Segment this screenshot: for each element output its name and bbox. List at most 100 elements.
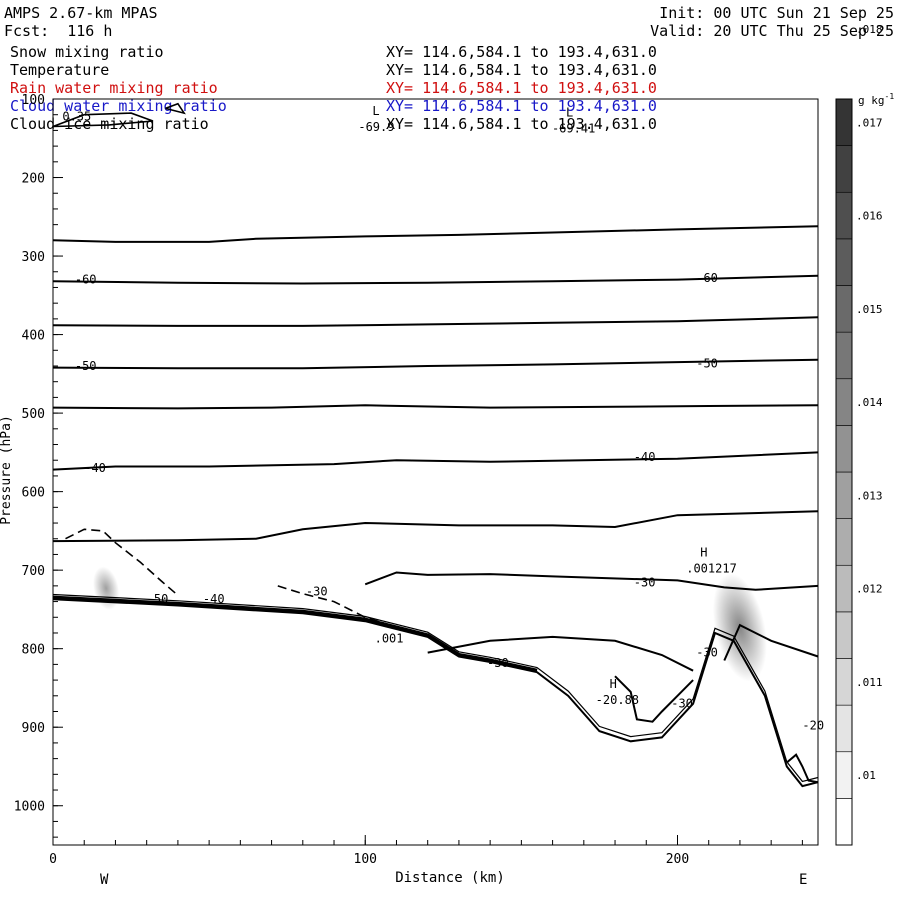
y-tick-label: 400 (22, 329, 45, 344)
colorbar-swatch (835, 564, 853, 613)
temperature-contour (427, 635, 694, 672)
temperature-contour (52, 358, 819, 370)
y-axis-label: Pressure (hPa) (0, 415, 14, 525)
x-axis-label: Distance (km) (395, 870, 505, 886)
axes-layer: 0 100 200 100 200 300 400 500 600 700 800 900 1000 (14, 93, 803, 867)
temperature-contour (52, 274, 819, 285)
contour-label: -30 (634, 576, 656, 590)
field-name-temperature: Temperature (10, 61, 110, 79)
colorbar-swatch (835, 611, 853, 659)
field-name-rain: Rain water mixing ratio (10, 79, 218, 97)
colorbar-unit-base: g kg (858, 94, 885, 107)
colorbar-swatch (835, 471, 853, 519)
colorbar-unit-exponent: -1 (885, 92, 895, 101)
contour-label: -20 (802, 719, 824, 733)
terrain-outline-thick (52, 595, 538, 673)
contour-label: -50 (696, 357, 718, 371)
x-tick-label: 100 (354, 852, 377, 867)
contour-label: -30 (671, 697, 693, 711)
colorbar-swatch (835, 704, 853, 753)
temperature-contour (52, 510, 819, 543)
x-tick-label: 0 (49, 852, 57, 867)
snow-contour-layer (65, 528, 391, 626)
extremum-value: -20.88 (596, 693, 639, 707)
colorbar-swatch (835, 145, 853, 193)
contour-label: -40 (634, 450, 656, 464)
colorbar-label: .018 (856, 23, 883, 36)
temperature-contour (52, 404, 819, 410)
extremum-marker: L (372, 104, 379, 118)
temperature-contour (723, 623, 819, 661)
field-xy-temperature: XY= 114.6,584.1 to 193.4,631.0 (386, 61, 657, 79)
y-tick-label: 800 (22, 643, 45, 658)
field-xy-cloud-water: XY= 114.6,584.1 to 193.4,631.0 (386, 97, 657, 115)
field-name-cloud-water: Cloud water mixing ratio (10, 97, 227, 115)
contour-label: -30 (487, 656, 509, 670)
extremum-value: .001217 (686, 561, 737, 575)
y-tick-label: 300 (22, 250, 45, 265)
contour-label: .001 (375, 631, 404, 645)
cloud-ice-contour (52, 112, 154, 128)
colorbar-label: .016 (856, 210, 883, 223)
shaded-mixing-ratio-layer (93, 566, 767, 682)
cloud-ice-contour-layer (52, 102, 186, 128)
colorbar-swatch (835, 285, 853, 333)
east-label: E (799, 872, 807, 888)
temperature-contour (786, 753, 819, 784)
temperature-contour (52, 316, 819, 327)
cloud-ice-contour (165, 102, 186, 115)
shaded-mixing-ratio-patch (93, 566, 120, 610)
colorbar-swatch (835, 238, 853, 286)
colorbar-label: .012 (856, 583, 883, 596)
contour-label: -60 (75, 273, 97, 287)
contour-label-layer: -60 -60 -50 -50 -40 -40 -30 -30 -30 -30 -30 -20 -50 -… (62, 104, 824, 733)
contour-label: -40 (84, 461, 106, 475)
temperature-contour (52, 225, 819, 243)
colorbar-label: .01 (856, 769, 876, 782)
temperature-contour (364, 571, 819, 591)
model-title: AMPS 2.67-km MPAS (4, 4, 158, 22)
extremum-marker: H (610, 677, 617, 691)
contour-label: -50 (75, 359, 97, 373)
colorbar-swatch (835, 658, 853, 706)
y-tick-label: 900 (22, 721, 45, 736)
contour-label: -30 (306, 584, 328, 598)
temperature-contour-layer (52, 225, 819, 788)
y-tick-label: 500 (22, 407, 45, 422)
colorbar-label: .015 (856, 303, 883, 316)
temperature-contour (614, 675, 694, 723)
colorbar-swatch (835, 98, 853, 146)
field-xy-rain: XY= 114.6,584.1 to 193.4,631.0 (386, 79, 657, 97)
snow-contour (277, 585, 391, 626)
contour-label: -60 (696, 271, 718, 285)
colorbar-swatch (835, 331, 853, 380)
extremum-value: -69.41 (552, 122, 595, 136)
y-tick-label: 700 (22, 564, 45, 579)
colorbar-swatch (835, 425, 853, 473)
colorbar-swatch (835, 798, 853, 846)
terrain-outline (52, 593, 819, 783)
colorbar-label: .017 (856, 116, 883, 129)
contour-label: 0.35 (62, 109, 91, 123)
colorbar-swatch (835, 518, 853, 566)
y-tick-label: 200 (22, 172, 45, 187)
x-tick-label: 200 (666, 852, 689, 867)
plot-frame (52, 98, 819, 846)
extremum-value: -69.9 (358, 120, 394, 134)
temperature-contour (52, 598, 819, 788)
extremum-marker: L (566, 106, 573, 120)
field-xy-cloud-ice: XY= 114.6,584.1 to 193.4,631.0 (386, 115, 657, 133)
colorbar: g kg-1 .01 .011 .012 .013 .014 .015 .016 .017 .0… (835, 23, 895, 846)
colorbar-label: .014 (856, 396, 883, 409)
colorbar-label: .011 (856, 676, 883, 689)
snow-contour (65, 528, 179, 596)
y-tick-label: 100 (22, 93, 45, 108)
colorbar-swatch (835, 378, 853, 426)
y-tick-label: 1000 (14, 800, 45, 815)
colorbar-frame (835, 98, 853, 846)
contour-label: -40 (203, 592, 225, 606)
forecast-hour: Fcst: 116 h (4, 22, 113, 40)
extremum-marker: H (700, 545, 707, 559)
west-label: W (100, 872, 109, 888)
